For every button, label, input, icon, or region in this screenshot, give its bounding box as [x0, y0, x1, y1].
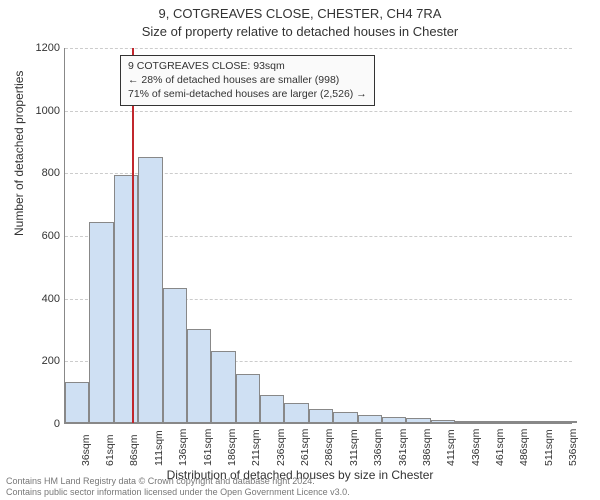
annotation-line2: ← 28% of detached houses are smaller (99… — [128, 73, 367, 87]
histogram-bar — [65, 382, 89, 423]
x-tick-label: 61sqm — [104, 434, 116, 466]
histogram-bar — [479, 421, 503, 423]
x-tick-label: 186sqm — [226, 429, 238, 466]
histogram-bar — [89, 222, 113, 423]
x-tick-label: 36sqm — [80, 434, 92, 466]
y-tick-label: 200 — [10, 355, 60, 367]
x-tick-label: 411sqm — [445, 429, 457, 466]
histogram-bar — [528, 421, 552, 423]
x-tick-label: 261sqm — [299, 429, 311, 466]
footer-line1: Contains HM Land Registry data © Crown c… — [6, 476, 350, 487]
histogram-bar — [382, 417, 406, 423]
histogram-bar — [309, 409, 333, 423]
x-tick-label: 336sqm — [372, 429, 384, 466]
histogram-bar — [455, 421, 479, 424]
histogram-bar — [114, 175, 138, 423]
x-tick-label: 461sqm — [494, 429, 506, 466]
annotation-line3: 71% of semi-detached houses are larger (… — [128, 87, 367, 101]
y-tick-label: 1200 — [10, 42, 60, 54]
histogram-bar — [236, 374, 260, 423]
histogram-bar — [406, 418, 430, 423]
histogram-bar — [260, 395, 284, 423]
histogram-bar — [138, 157, 162, 423]
page-subtitle: Size of property relative to detached ho… — [0, 24, 600, 39]
x-tick-label: 511sqm — [543, 429, 555, 466]
x-tick-label: 161sqm — [202, 429, 214, 466]
y-tick-label: 1000 — [10, 105, 60, 117]
x-tick-label: 111sqm — [153, 430, 165, 466]
y-tick-label: 600 — [10, 230, 60, 242]
y-gridline — [65, 111, 572, 112]
histogram-bar — [358, 415, 382, 423]
x-tick-label: 286sqm — [323, 429, 335, 466]
histogram-bar — [187, 329, 211, 423]
x-tick-label: 386sqm — [421, 429, 433, 466]
y-gridline — [65, 48, 572, 49]
y-axis-label: Number of detached properties — [12, 71, 26, 236]
footer-line2: Contains public sector information licen… — [6, 487, 350, 498]
y-tick-label: 400 — [10, 293, 60, 305]
x-tick-label: 361sqm — [397, 429, 409, 466]
x-tick-label: 486sqm — [518, 429, 530, 466]
histogram-bar — [284, 403, 308, 423]
y-tick-label: 0 — [10, 418, 60, 430]
histogram-bar — [504, 421, 528, 423]
x-tick-label: 311sqm — [348, 429, 360, 466]
x-tick-label: 211sqm — [250, 429, 262, 466]
x-tick-label: 86sqm — [128, 434, 140, 466]
annotation-line1: 9 COTGREAVES CLOSE: 93sqm — [128, 59, 367, 73]
footer-attribution: Contains HM Land Registry data © Crown c… — [6, 476, 350, 498]
histogram-bar — [163, 288, 187, 423]
histogram-bar — [333, 412, 357, 423]
histogram-bar — [431, 420, 455, 423]
x-tick-label: 536sqm — [567, 429, 579, 466]
y-tick-label: 800 — [10, 167, 60, 179]
x-tick-label: 236sqm — [275, 429, 287, 466]
histogram-bar — [211, 351, 235, 423]
x-tick-label: 136sqm — [177, 429, 189, 466]
histogram-bar — [553, 421, 577, 423]
annotation-box: 9 COTGREAVES CLOSE: 93sqm ← 28% of detac… — [120, 55, 375, 106]
x-tick-label: 436sqm — [470, 429, 482, 466]
page-title-address: 9, COTGREAVES CLOSE, CHESTER, CH4 7RA — [0, 6, 600, 21]
